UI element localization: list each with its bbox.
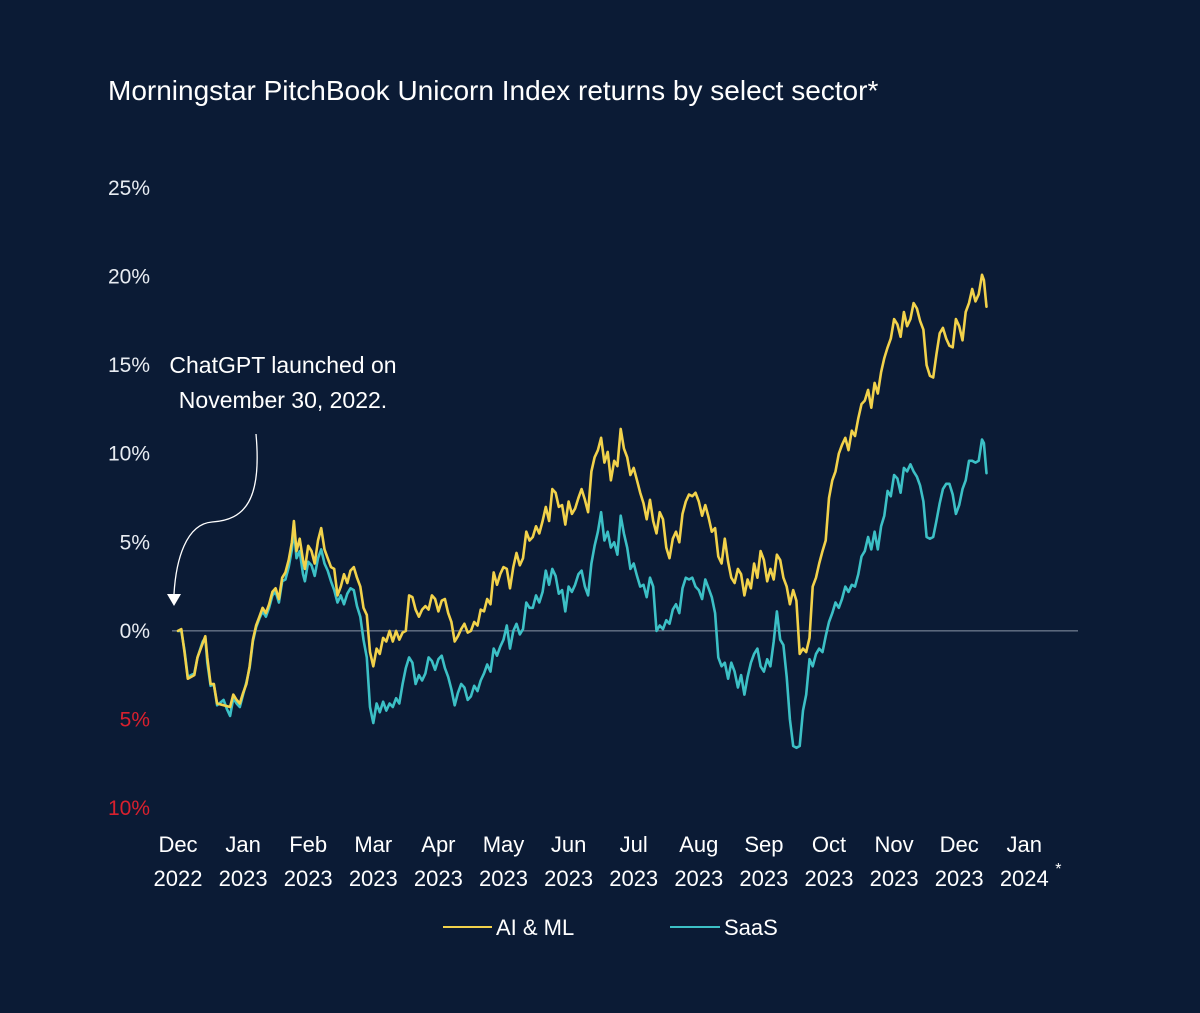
- x-tick-month: Jul: [620, 832, 648, 857]
- x-tick-year: 2023: [609, 866, 658, 891]
- series-group: [176, 273, 988, 750]
- legend-ai-ml-label: AI & ML: [496, 915, 574, 940]
- x-tick-year: 2023: [219, 866, 268, 891]
- chart-title: Morningstar PitchBook Unicorn Index retu…: [108, 75, 878, 106]
- x-tick-year: 2023: [349, 866, 398, 891]
- y-tick-label: 25%: [108, 177, 150, 200]
- y-tick-label: 5%: [120, 708, 150, 731]
- series-line-saas: [176, 438, 988, 750]
- annotation-arrow-line: [173, 433, 258, 595]
- x-tick-label: Sep 2023: [739, 832, 788, 891]
- x-tick-year: 2023: [284, 866, 333, 891]
- x-tick-month: Jan: [1007, 832, 1042, 857]
- x-tick-month: Mar: [354, 832, 392, 857]
- x-tick-label: Apr 2023: [414, 832, 463, 891]
- x-tick-year: 2023: [544, 866, 593, 891]
- x-footnote-marker: *: [1055, 861, 1061, 878]
- x-tick-year: 2023: [674, 866, 723, 891]
- x-tick-year: 2023: [870, 866, 919, 891]
- x-tick-year: 2024: [1000, 866, 1049, 891]
- y-tick-label: 5%: [120, 531, 150, 554]
- x-tick-month: Oct: [812, 832, 846, 857]
- x-tick-month: Nov: [875, 832, 914, 857]
- annotation-arrowhead-icon: [167, 594, 181, 606]
- y-tick-label: 10%: [108, 443, 150, 466]
- x-tick-year: 2023: [414, 866, 463, 891]
- x-tick-label: Dec 2022: [154, 832, 203, 891]
- x-tick-month: May: [483, 832, 525, 857]
- y-tick-label: 0%: [120, 620, 150, 643]
- y-tick-label: 10%: [108, 797, 150, 820]
- y-tick-label: 15%: [108, 354, 150, 377]
- y-tick-label: 20%: [108, 266, 150, 289]
- y-axis: 25% 20% 15% 10% 5% 0% 5% 10%: [108, 177, 150, 820]
- x-tick-label: May 2023: [479, 832, 528, 891]
- x-tick-year: 2022: [154, 866, 203, 891]
- x-tick-label: Aug 2023: [674, 832, 723, 891]
- x-tick-label: Feb 2023: [284, 832, 333, 891]
- annotation-line-1: ChatGPT launched on: [169, 352, 396, 378]
- x-tick-label: Oct 2023: [805, 832, 854, 891]
- x-tick-month: Feb: [289, 832, 327, 857]
- annotation-line-2: November 30, 2022.: [179, 387, 387, 413]
- x-tick-month: Jun: [551, 832, 586, 857]
- x-tick-label: Jul 2023: [609, 832, 658, 891]
- x-tick-label: Jan 2024: [1000, 832, 1049, 891]
- x-tick-year: 2023: [739, 866, 788, 891]
- x-tick-year: 2023: [479, 866, 528, 891]
- x-tick-month: Aug: [679, 832, 718, 857]
- x-axis: Dec 2022 Jan 2023 Feb 2023 Mar 2023 Apr 2023 May 20…: [154, 832, 1062, 891]
- x-tick-label: Jan 2023: [219, 832, 268, 891]
- x-tick-year: 2023: [805, 866, 854, 891]
- x-tick-month: Sep: [744, 832, 783, 857]
- legend: AI & ML SaaS: [443, 915, 778, 940]
- series-line-ai-ml: [176, 273, 988, 709]
- x-tick-label: Mar 2023: [349, 832, 398, 891]
- x-tick-label: Nov 2023: [870, 832, 919, 891]
- x-tick-month: Jan: [225, 832, 260, 857]
- x-tick-label: Dec 2023: [935, 832, 984, 891]
- x-tick-label: Jun 2023: [544, 832, 593, 891]
- chatgpt-annotation: ChatGPT launched on November 30, 2022.: [167, 352, 397, 606]
- legend-saas-label: SaaS: [724, 915, 778, 940]
- x-tick-month: Apr: [421, 832, 455, 857]
- x-tick-month: Dec: [158, 832, 197, 857]
- x-tick-month: Dec: [940, 832, 979, 857]
- x-tick-year: 2023: [935, 866, 984, 891]
